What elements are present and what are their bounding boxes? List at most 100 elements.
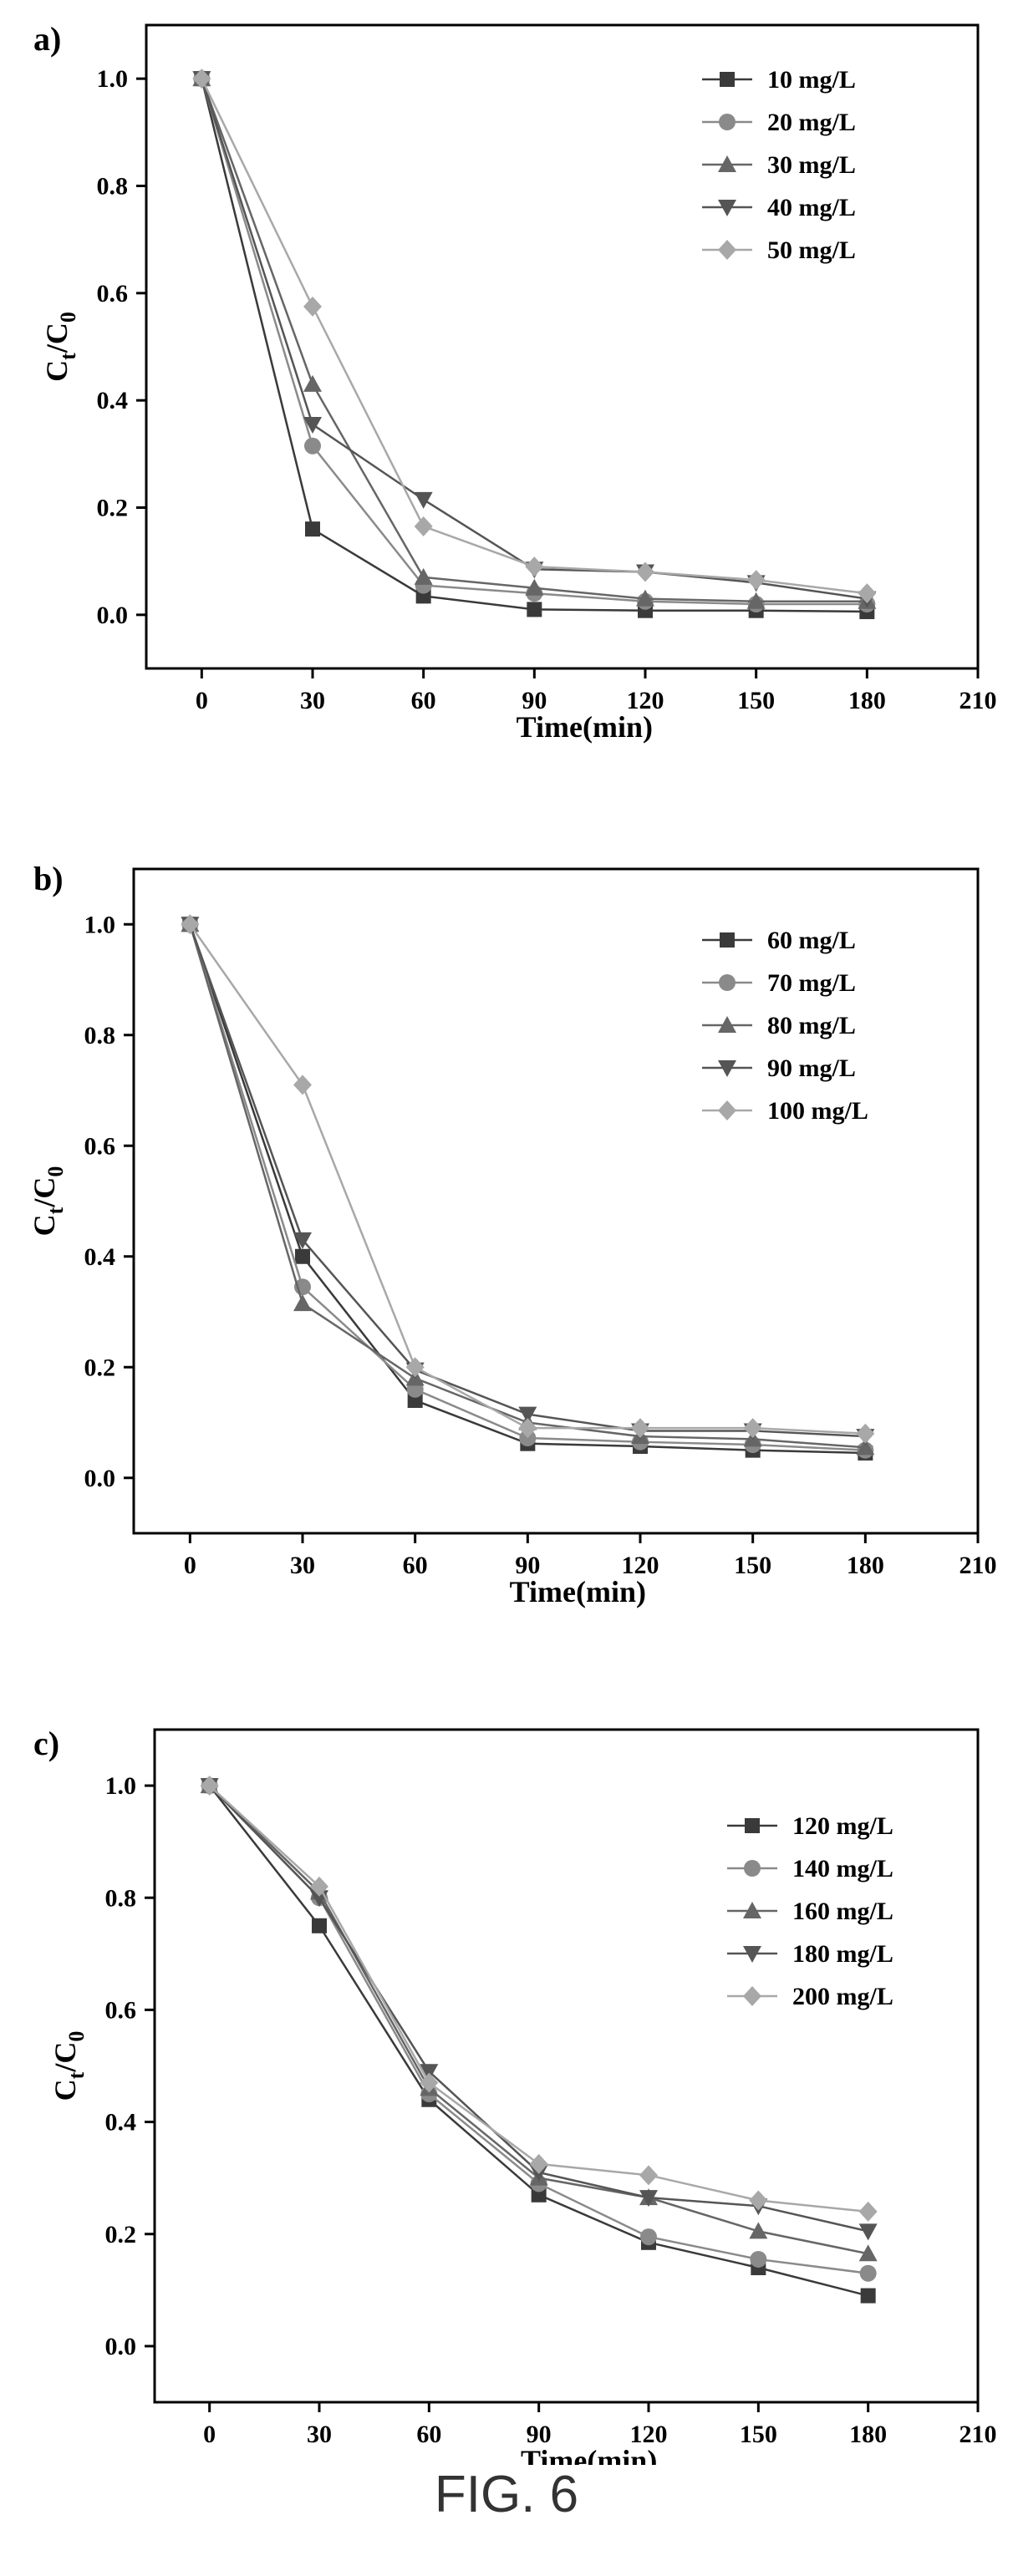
series-60-mg-l [182, 917, 873, 1461]
x-tick-label: 120 [622, 1552, 659, 1579]
series-line [189, 923, 866, 1435]
data-point [636, 589, 654, 607]
legend-marker [719, 114, 736, 130]
data-point [312, 1918, 327, 1933]
chart-panel-c: c) 0 30 60 90 120 150 180 210 0.0 0.2 0.4 0.6 0.8 1.0 T… [33, 1725, 997, 2465]
data-point [200, 1776, 219, 1796]
series-50-mg-l [192, 69, 877, 604]
legend-label: 160 mg/L [792, 1898, 893, 1925]
data-point [636, 561, 654, 582]
data-point [858, 583, 877, 604]
panel-letter-a: a) [33, 20, 61, 58]
x-tick-label: 210 [960, 2421, 997, 2448]
data-point [293, 1232, 312, 1249]
series-70-mg-l [181, 916, 874, 1459]
data-point [293, 1075, 312, 1095]
y-axis-title-mid: /C [28, 1177, 61, 1208]
legend-marker [744, 1860, 761, 1877]
series-line [208, 1785, 868, 2213]
figure-caption: FIG. 6 [434, 2466, 579, 2523]
plot-frame [153, 1728, 980, 2404]
legend-marker [718, 155, 736, 172]
legend-label: 140 mg/L [792, 1855, 893, 1882]
x-tick-label: 120 [627, 687, 664, 714]
data-point [749, 2222, 768, 2239]
legend-label: 40 mg/L [767, 194, 856, 221]
y-tick-label: 0.0 [84, 1465, 116, 1492]
y-axis-title: Ct/C0 [48, 2031, 89, 2101]
y-tick-label: 0.0 [97, 602, 129, 629]
y-tick-label: 0.6 [97, 280, 129, 307]
data-point [303, 374, 322, 392]
legend-entry: 100 mg/L [702, 1097, 868, 1125]
y-axis-title-sub-0: 0 [56, 312, 80, 323]
data-point [640, 2228, 657, 2246]
legend-entry: 180 mg/L [727, 1940, 893, 1968]
legend-marker [720, 932, 735, 948]
y-tick-label: 0.2 [97, 495, 129, 522]
data-point [743, 1418, 762, 1439]
legend-entry: 120 mg/L [727, 1812, 893, 1840]
y-tick-label: 0.6 [84, 1132, 116, 1160]
series-200-mg-l [200, 1776, 878, 2222]
x-tick-label: 150 [734, 1552, 771, 1579]
data-point [420, 2064, 439, 2081]
data-point [858, 2223, 878, 2241]
legend-entry: 90 mg/L [702, 1054, 856, 1082]
legend-entry: 140 mg/L [727, 1855, 893, 1882]
legend-marker [743, 1986, 761, 2006]
x-tick-label: 120 [630, 2421, 668, 2448]
legend-marker [718, 1100, 736, 1120]
data-point [749, 2190, 768, 2211]
x-axis-title: Time(min) [521, 2444, 657, 2465]
x-tick-label: 30 [307, 2421, 332, 2448]
legend-marker [745, 1818, 760, 1833]
series-30-mg-l [192, 69, 877, 609]
y-axis-title-mid: /C [40, 323, 74, 353]
series-100-mg-l [181, 914, 875, 1444]
data-point [293, 1294, 312, 1312]
legend-label: 180 mg/L [792, 1940, 893, 1968]
series-120-mg-l [201, 1778, 876, 2304]
data-point [414, 567, 433, 585]
data-point [527, 602, 542, 617]
plot-frame [145, 23, 980, 670]
x-tick-label: 0 [184, 1552, 196, 1579]
data-point [858, 2201, 878, 2222]
data-point [746, 592, 766, 609]
legend-marker [719, 974, 736, 991]
y-axis-title-sub-t: t [56, 353, 80, 360]
series-line [189, 923, 866, 1438]
data-point [529, 2153, 548, 2174]
data-point [525, 556, 544, 577]
y-axis-title-sub-0: 0 [43, 1166, 68, 1177]
x-tick-label: 150 [737, 687, 775, 714]
x-tick-label: 30 [290, 1552, 315, 1579]
y-tick-label: 0.0 [105, 2333, 137, 2360]
series-line [189, 923, 866, 1455]
data-point [746, 570, 766, 591]
y-tick-label: 0.8 [97, 173, 129, 201]
x-tick-label: 0 [203, 2421, 216, 2448]
chart-panel-a: a) 0 30 60 90 120 150 180 210 0.0 0.2 0.4 0.6 0.8 1.0 T… [33, 20, 997, 744]
data-point [856, 1423, 875, 1444]
data-point [414, 516, 433, 536]
legend-marker [720, 72, 735, 87]
data-point [860, 2288, 876, 2304]
y-tick-label: 0.4 [97, 387, 129, 414]
x-tick-label: 180 [847, 1552, 884, 1579]
data-point [414, 491, 433, 509]
y-axis-title-main: C [40, 360, 74, 382]
series-line [189, 923, 866, 1451]
y-tick-label: 0.4 [84, 1243, 116, 1271]
y-tick-label: 1.0 [105, 1772, 137, 1800]
legend-marker [743, 1946, 761, 1963]
x-tick-label: 90 [522, 687, 547, 714]
x-tick-label: 60 [411, 687, 436, 714]
legend-entry: 10 mg/L [702, 66, 856, 94]
legend-label: 30 mg/L [767, 151, 856, 179]
x-tick-label: 150 [740, 2421, 777, 2448]
x-tick-label: 60 [416, 2421, 441, 2448]
data-point [859, 2264, 877, 2282]
data-point [639, 2165, 658, 2186]
